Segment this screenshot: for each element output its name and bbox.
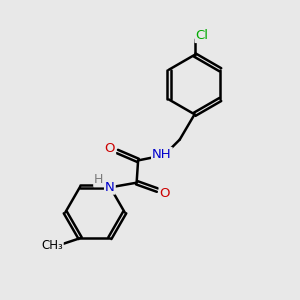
Text: NH: NH	[152, 148, 172, 161]
Text: H: H	[94, 173, 104, 186]
Text: O: O	[160, 187, 170, 200]
Text: CH₃: CH₃	[41, 239, 63, 252]
Text: Cl: Cl	[196, 29, 208, 42]
Text: N: N	[105, 181, 115, 194]
Text: O: O	[105, 142, 115, 155]
